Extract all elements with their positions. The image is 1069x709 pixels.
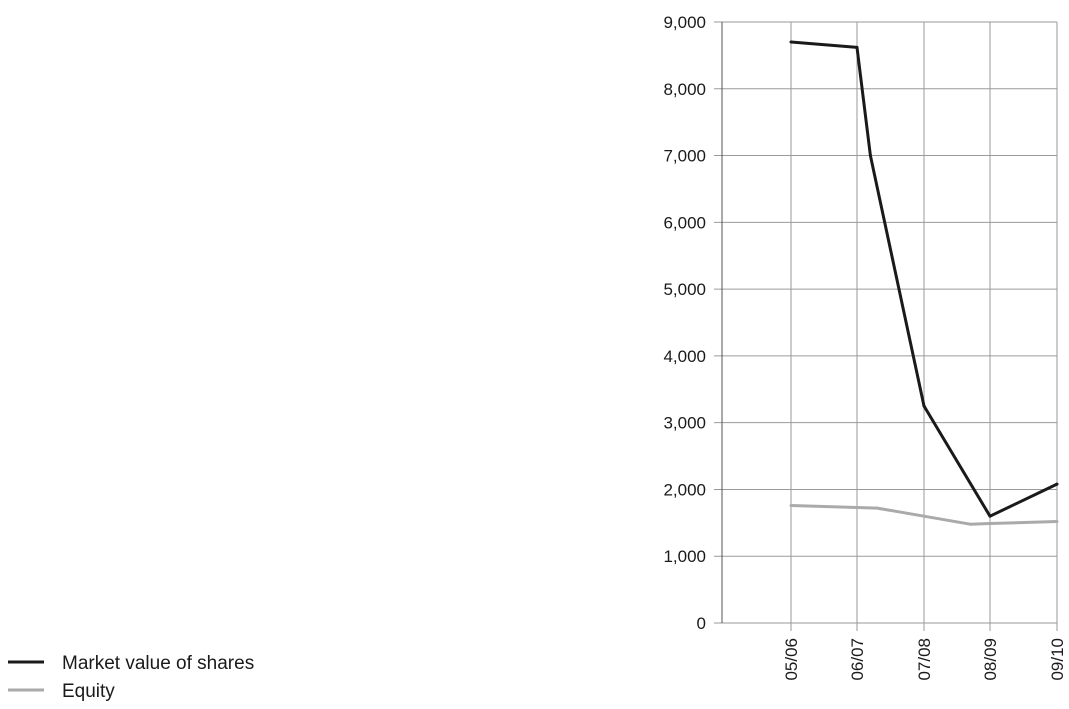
y-tick-label: 0: [697, 614, 706, 633]
x-tick-label: 06/07: [848, 638, 867, 681]
data-point: [789, 503, 793, 507]
x-tick-label: 05/06: [782, 638, 801, 681]
data-point: [922, 514, 926, 518]
grid-layer: [714, 21, 1058, 631]
y-tick-label: 1,000: [663, 547, 706, 566]
y-tick-label: 9,000: [663, 13, 706, 32]
legend-label: Market value of shares: [62, 653, 254, 674]
y-tick-label: 6,000: [663, 213, 706, 232]
data-point: [868, 154, 872, 158]
y-tick-label: 3,000: [663, 414, 706, 433]
data-point: [1055, 519, 1059, 523]
x-tick-label: 07/08: [915, 638, 934, 681]
data-point: [1055, 482, 1059, 486]
data-point: [922, 404, 926, 408]
y-tick-label: 2,000: [663, 480, 706, 499]
axis-layer: 0 1,000 2,000 3,000 4,000 5,000 6,000 7,000 8,00…: [663, 13, 1067, 681]
y-tick-label: 7,000: [663, 147, 706, 166]
data-point: [855, 45, 859, 49]
data-point: [789, 40, 793, 44]
series-line-0: [790, 40, 1058, 518]
x-tick-label: 08/09: [981, 638, 1000, 681]
data-point: [855, 505, 859, 509]
data-point: [988, 514, 992, 518]
data-point: [988, 522, 992, 526]
legend: Market value of shares Equity: [8, 653, 254, 702]
data-point: [875, 506, 879, 510]
y-tick-label: 4,000: [663, 347, 706, 366]
legend-label: Equity: [62, 681, 115, 702]
data-point: [968, 522, 972, 526]
series-layer: [789, 40, 1059, 526]
x-tick-label: 09/10: [1048, 638, 1067, 681]
y-tick-label: 5,000: [663, 280, 706, 299]
y-tick-label: 8,000: [663, 80, 706, 99]
